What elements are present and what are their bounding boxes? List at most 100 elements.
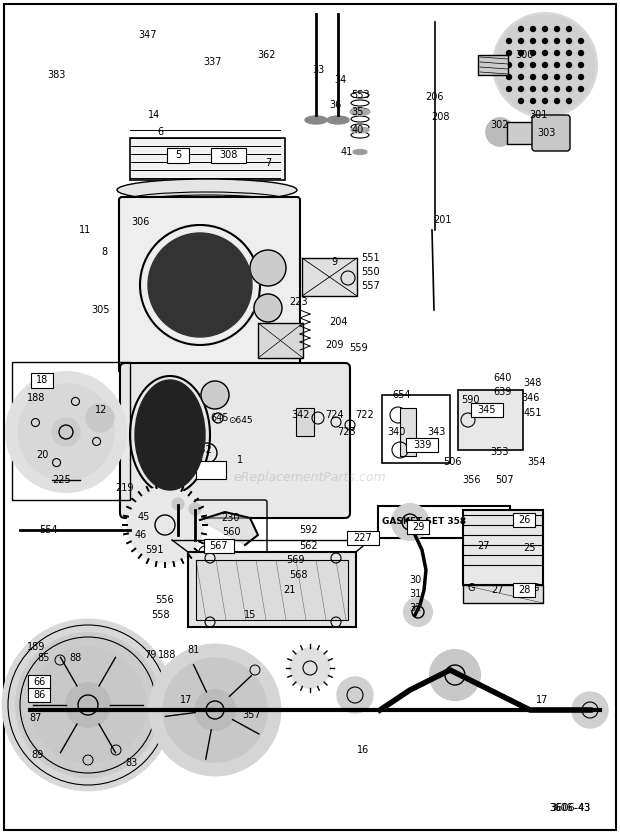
Text: 25: 25 bbox=[524, 543, 536, 553]
Ellipse shape bbox=[351, 127, 369, 133]
Text: 18: 18 bbox=[36, 375, 48, 385]
Text: 553: 553 bbox=[351, 90, 370, 100]
Circle shape bbox=[542, 87, 547, 92]
Circle shape bbox=[578, 51, 583, 56]
Text: ⊙645: ⊙645 bbox=[228, 415, 252, 425]
Text: 41: 41 bbox=[341, 147, 353, 157]
Bar bbox=[400, 408, 416, 456]
FancyBboxPatch shape bbox=[120, 363, 350, 518]
Text: GASKET SET 358: GASKET SET 358 bbox=[382, 518, 466, 526]
Circle shape bbox=[531, 63, 536, 68]
Circle shape bbox=[189, 503, 201, 515]
Circle shape bbox=[567, 63, 572, 68]
Text: 345: 345 bbox=[478, 405, 496, 415]
Ellipse shape bbox=[127, 192, 287, 208]
Text: 342: 342 bbox=[292, 410, 310, 420]
Circle shape bbox=[18, 384, 114, 480]
Ellipse shape bbox=[350, 108, 370, 115]
Circle shape bbox=[254, 294, 282, 322]
Text: 345: 345 bbox=[478, 405, 496, 415]
Text: 8: 8 bbox=[101, 247, 107, 257]
Text: 560: 560 bbox=[222, 527, 241, 537]
Text: 31: 31 bbox=[409, 589, 421, 599]
Text: 557: 557 bbox=[361, 281, 381, 291]
Bar bbox=[196, 461, 226, 479]
Text: 383: 383 bbox=[48, 70, 66, 80]
Circle shape bbox=[518, 38, 523, 43]
Text: 209: 209 bbox=[326, 340, 344, 350]
Text: 11: 11 bbox=[79, 225, 91, 235]
Bar bbox=[12, 362, 130, 500]
Text: 337: 337 bbox=[204, 57, 222, 67]
Text: 20: 20 bbox=[36, 450, 48, 460]
Text: 85: 85 bbox=[38, 653, 50, 663]
Text: 558: 558 bbox=[151, 610, 169, 620]
Ellipse shape bbox=[327, 116, 349, 124]
Text: 32: 32 bbox=[409, 603, 421, 613]
Text: 348: 348 bbox=[524, 378, 542, 388]
Circle shape bbox=[507, 87, 511, 92]
Circle shape bbox=[150, 645, 280, 775]
Circle shape bbox=[578, 87, 583, 92]
Text: 18: 18 bbox=[36, 375, 48, 385]
Text: 639: 639 bbox=[494, 387, 512, 397]
Circle shape bbox=[430, 650, 480, 700]
Text: 35: 35 bbox=[352, 107, 364, 117]
Text: 552: 552 bbox=[193, 445, 213, 455]
Text: 354: 354 bbox=[528, 457, 546, 467]
Circle shape bbox=[507, 63, 511, 68]
Circle shape bbox=[507, 51, 511, 56]
Circle shape bbox=[16, 633, 160, 777]
Text: 7: 7 bbox=[265, 158, 271, 168]
Bar bbox=[478, 55, 508, 75]
Circle shape bbox=[567, 74, 572, 79]
Text: 568: 568 bbox=[289, 570, 308, 580]
Text: 230: 230 bbox=[222, 513, 241, 523]
Circle shape bbox=[531, 27, 536, 32]
Text: 88: 88 bbox=[69, 653, 81, 663]
Bar bbox=[302, 258, 357, 296]
Text: 569: 569 bbox=[286, 555, 304, 565]
Text: 308: 308 bbox=[219, 150, 237, 160]
Circle shape bbox=[554, 51, 559, 56]
Circle shape bbox=[290, 648, 330, 688]
Bar bbox=[513, 583, 535, 597]
Circle shape bbox=[66, 683, 110, 727]
Circle shape bbox=[567, 51, 572, 56]
Text: 554: 554 bbox=[40, 525, 58, 535]
Text: 17: 17 bbox=[180, 695, 192, 705]
Text: 339: 339 bbox=[413, 440, 431, 450]
Bar bbox=[258, 323, 303, 358]
FancyBboxPatch shape bbox=[119, 197, 300, 373]
Bar bbox=[196, 560, 348, 620]
Text: 225: 225 bbox=[53, 475, 71, 485]
Circle shape bbox=[578, 63, 583, 68]
Text: 46: 46 bbox=[135, 530, 147, 540]
Text: 3606-43: 3606-43 bbox=[550, 803, 590, 813]
Circle shape bbox=[542, 74, 547, 79]
Circle shape bbox=[542, 98, 547, 103]
Circle shape bbox=[567, 27, 572, 32]
Circle shape bbox=[531, 38, 536, 43]
Text: 208: 208 bbox=[431, 112, 450, 122]
Text: 551: 551 bbox=[361, 253, 380, 263]
Ellipse shape bbox=[353, 149, 367, 154]
Text: 5: 5 bbox=[175, 150, 181, 160]
Text: 451: 451 bbox=[524, 408, 542, 418]
Circle shape bbox=[518, 98, 523, 103]
Text: 357: 357 bbox=[242, 710, 261, 720]
Text: 206: 206 bbox=[426, 92, 445, 102]
FancyBboxPatch shape bbox=[532, 115, 570, 151]
Text: 45: 45 bbox=[138, 512, 150, 522]
Text: 346: 346 bbox=[521, 393, 539, 403]
Text: G: G bbox=[467, 583, 475, 593]
Text: 592: 592 bbox=[299, 525, 317, 535]
Text: 201: 201 bbox=[434, 215, 452, 225]
Circle shape bbox=[578, 38, 583, 43]
Circle shape bbox=[531, 74, 536, 79]
Text: 189: 189 bbox=[27, 642, 45, 652]
Bar bbox=[188, 552, 356, 627]
Circle shape bbox=[554, 74, 559, 79]
Circle shape bbox=[127, 487, 203, 563]
Text: 559: 559 bbox=[348, 343, 367, 353]
